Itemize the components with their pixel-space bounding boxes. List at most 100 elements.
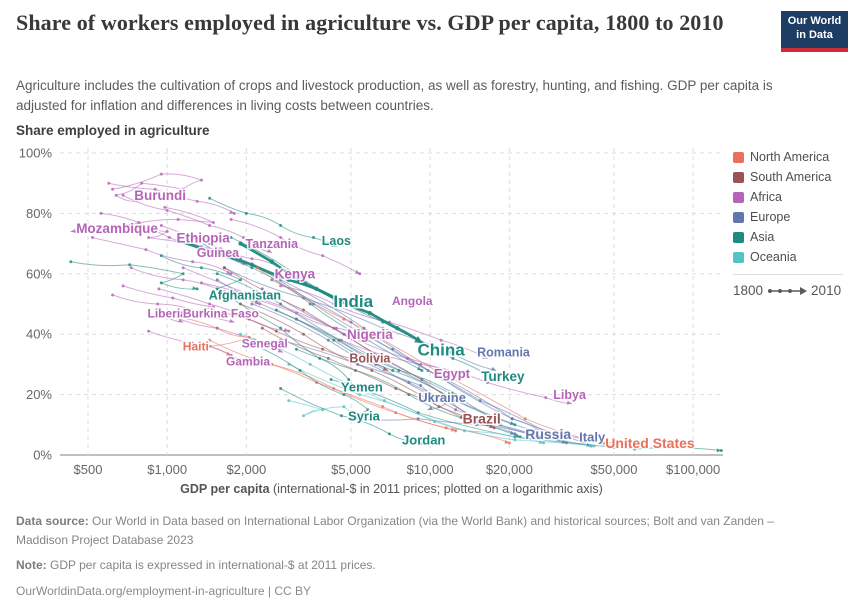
trajectory-line — [223, 267, 483, 423]
arrowhead-icon — [419, 441, 425, 446]
country-label-kenya[interactable]: Kenya — [273, 265, 317, 283]
arrowhead-icon — [716, 448, 722, 453]
data-point — [128, 263, 132, 267]
arrowhead-icon — [491, 366, 497, 371]
series-unlabeled-asia[interactable] — [69, 260, 199, 291]
data-point — [159, 223, 163, 227]
country-label-turkey[interactable]: Turkey — [480, 368, 527, 386]
country-label-bolivia[interactable]: Bolivia — [348, 350, 393, 367]
country-label-liberia[interactable]: Liberia — [146, 305, 189, 322]
x-axis-title-rest: (international-$ in 2011 prices; plotted… — [269, 482, 603, 496]
data-point — [165, 230, 169, 234]
country-label-russia[interactable]: Russia — [524, 424, 573, 443]
series-jordan[interactable] — [279, 387, 425, 446]
series-laos[interactable] — [208, 196, 337, 248]
country-label-guinea[interactable]: Guinea — [195, 245, 241, 262]
country-label-gambia[interactable]: Gambia — [225, 353, 272, 370]
legend-label: Asia — [750, 230, 775, 244]
series-unlabeled-africa[interactable] — [229, 217, 362, 276]
series-syria[interactable] — [241, 338, 370, 420]
series-unlabeled-south-america[interactable] — [260, 326, 466, 421]
series-yemen[interactable] — [229, 296, 363, 393]
series-bolivia[interactable] — [222, 311, 389, 371]
series-ukraine[interactable] — [279, 338, 451, 411]
series-unlabeled-asia[interactable] — [274, 308, 517, 427]
canonical-url[interactable]: OurWorldinData.org/employment-in-agricul… — [16, 583, 312, 598]
series-italy[interactable] — [270, 278, 587, 444]
arrowhead-icon — [229, 318, 235, 323]
data-point — [298, 368, 302, 372]
legend-item-asia[interactable]: Asia — [733, 230, 845, 244]
trajectory-line — [230, 218, 361, 275]
series-gambia[interactable] — [147, 329, 261, 365]
country-label-laos[interactable]: Laos — [320, 232, 352, 249]
data-point — [337, 338, 341, 342]
arrowhead-icon — [589, 443, 595, 448]
series-mozambique[interactable] — [70, 205, 215, 234]
series-burundi[interactable] — [111, 172, 204, 203]
series-senegal[interactable] — [171, 314, 284, 353]
country-label-mozambique[interactable]: Mozambique — [75, 220, 160, 238]
country-label-afghanistan[interactable]: Afghanistan — [207, 287, 282, 304]
country-label-libya[interactable]: Libya — [552, 386, 589, 403]
trajectory-line — [172, 315, 284, 353]
country-label-nigeria[interactable]: Nigeria — [346, 325, 395, 343]
data-point — [215, 287, 219, 291]
owid-logo[interactable]: Our World in Data — [781, 11, 848, 52]
arrowhead-icon — [477, 417, 483, 422]
trajectory-line — [341, 339, 573, 405]
legend-item-south-america[interactable]: South America — [733, 170, 845, 184]
data-point — [238, 278, 242, 282]
legend-item-africa[interactable]: Africa — [733, 190, 845, 204]
data-point — [163, 205, 167, 209]
legend-item-north-america[interactable]: North America — [733, 150, 845, 164]
data-point — [181, 272, 185, 276]
data-point — [454, 399, 458, 403]
country-label-india[interactable]: India — [332, 290, 375, 312]
data-point — [279, 223, 283, 227]
series-turkey[interactable] — [229, 236, 501, 383]
country-label-haiti[interactable]: Haiti — [181, 338, 210, 355]
data-point — [381, 356, 385, 360]
legend-item-oceania[interactable]: Oceania — [733, 250, 845, 264]
country-label-romania[interactable]: Romania — [476, 344, 533, 361]
country-label-jordan[interactable]: Jordan — [401, 431, 447, 449]
data-point — [370, 368, 374, 372]
series-burkina-faso[interactable] — [111, 293, 235, 323]
country-label-senegal[interactable]: Senegal — [240, 335, 289, 352]
data-point — [114, 193, 118, 197]
data-point — [208, 242, 212, 246]
arrowhead-icon — [566, 400, 572, 405]
country-label-angola[interactable]: Angola — [390, 293, 434, 310]
series-unlabeled-africa[interactable] — [107, 181, 236, 215]
country-label-yemen[interactable]: Yemen — [339, 378, 384, 396]
country-label-brazil[interactable]: Brazil — [461, 409, 502, 428]
country-label-ukraine[interactable]: Ukraine — [417, 389, 468, 407]
x-axis-title-bold: GDP per capita — [180, 482, 270, 496]
country-label-italy[interactable]: Italy — [578, 428, 608, 446]
data-point — [279, 338, 283, 342]
legend-item-europe[interactable]: Europe — [733, 210, 845, 224]
country-label-egypt[interactable]: Egypt — [432, 365, 472, 383]
country-label-burundi[interactable]: Burundi — [133, 187, 188, 205]
data-point — [211, 220, 215, 224]
series-unlabeled-africa[interactable] — [90, 236, 233, 276]
series-brazil[interactable] — [222, 266, 483, 423]
data-point — [367, 310, 373, 316]
country-label-united-states[interactable]: United States — [604, 433, 697, 452]
country-label-ethiopia[interactable]: Ethiopia — [175, 229, 232, 247]
trajectory-line — [70, 261, 198, 290]
series-tanzania[interactable] — [121, 193, 273, 254]
data-point — [533, 429, 537, 433]
data-point — [329, 378, 333, 381]
data-point — [199, 311, 203, 315]
arrowhead-icon — [70, 229, 76, 234]
country-label-syria[interactable]: Syria — [347, 407, 383, 425]
country-label-tanzania[interactable]: Tanzania — [244, 235, 301, 252]
x-tick-label: $500 — [74, 462, 103, 477]
country-label-china[interactable]: China — [416, 339, 467, 361]
series-united-states[interactable] — [255, 266, 636, 449]
data-point — [279, 284, 283, 288]
country-label-burkina-faso[interactable]: Burkina Faso — [181, 305, 260, 322]
series-unlabeled-oceania[interactable] — [238, 332, 546, 445]
